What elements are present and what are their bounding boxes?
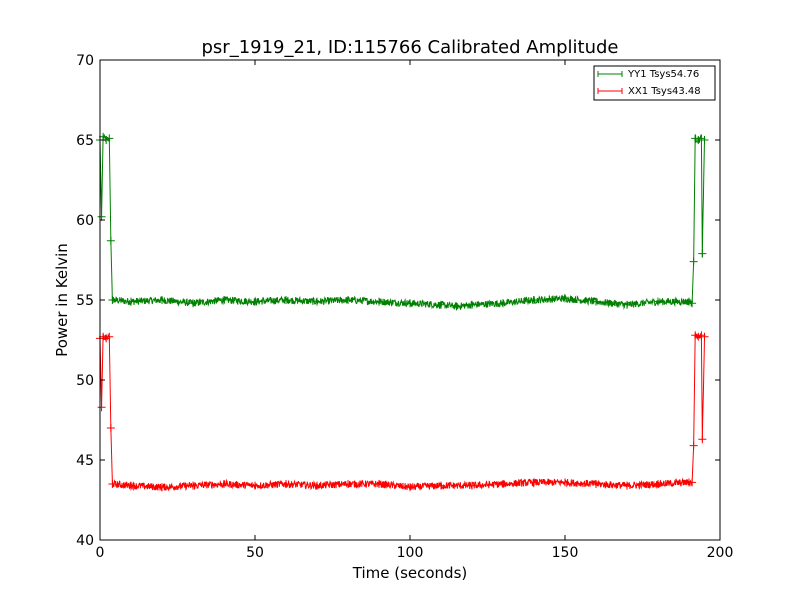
data-point-xx1-32 (700, 332, 709, 341)
data-point-yy1-21 (530, 296, 538, 304)
chart-title: psr_1919_21, ID:115766 Calibrated Amplit… (201, 37, 618, 58)
data-point-xx1-9 (189, 481, 197, 490)
data-point-yy1-1 (97, 212, 106, 221)
series-layer (96, 132, 709, 492)
data-point-xx1-18 (468, 481, 476, 490)
data-point-yy1-28 (689, 257, 698, 266)
data-point-xx1-19 (499, 480, 507, 488)
data-point-xx1-12 (282, 480, 290, 488)
data-point-yy1-17 (437, 300, 445, 309)
y-tick-label-60: 60 (76, 213, 94, 229)
data-point-xx1-5 (106, 424, 115, 432)
x-tick-label-100: 100 (397, 545, 424, 561)
data-point-xx1-27 (689, 441, 698, 450)
data-point-xx1-7 (127, 481, 135, 490)
data-point-yy1-12 (282, 296, 290, 304)
data-point-yy1-27 (688, 299, 697, 308)
data-point-yy1-14 (344, 296, 352, 304)
data-point-xx1-1 (97, 403, 106, 412)
data-point-yy1-5 (106, 236, 115, 245)
legend-box (593, 65, 716, 101)
legend-marker-xx1 (597, 88, 623, 94)
data-point-yy1-8 (158, 296, 166, 304)
y-tick-label-45: 45 (76, 453, 94, 469)
data-point-yy1-16 (406, 299, 414, 308)
data-point-yy1-11 (251, 297, 259, 306)
series-line-yy1 (99, 134, 705, 311)
data-point-yy1-15 (375, 297, 383, 306)
data-point-yy1-22 (561, 294, 569, 303)
data-point-xx1-17 (437, 481, 445, 490)
data-point-yy1-6 (108, 296, 117, 304)
data-point-xx1-21 (561, 478, 569, 487)
data-point-xx1-8 (158, 483, 166, 492)
data-point-yy1-18 (452, 302, 461, 311)
data-point-xx1-20 (530, 478, 538, 487)
data-point-xx1-22 (592, 480, 600, 488)
data-point-xx1-11 (251, 481, 259, 490)
data-point-xx1-6 (108, 480, 117, 488)
x-tick-label-0: 0 (96, 545, 105, 561)
x-tick-label-50: 50 (246, 545, 264, 561)
data-point-xx1-4 (105, 332, 114, 341)
data-point-xx1-15 (375, 480, 383, 488)
y-tick-label-55: 55 (76, 293, 94, 309)
y-tick-label-50: 50 (76, 373, 94, 389)
data-point-yy1-19 (468, 300, 476, 309)
data-point-xx1-31 (698, 435, 707, 444)
ticks-layer: 0 50 100 150 200 40 45 50 55 60 65 70 (76, 53, 733, 561)
data-point-yy1-4 (105, 134, 114, 143)
data-point-yy1-23 (592, 297, 600, 306)
x-tick-label-150: 150 (552, 545, 579, 561)
data-point-xx1-13 (313, 481, 321, 490)
data-point-xx1-24 (654, 480, 662, 488)
data-point-yy1-7 (127, 297, 135, 306)
data-point-xx1-14 (344, 480, 352, 488)
data-point-xx1-26 (688, 478, 697, 487)
data-point-yy1-33 (700, 136, 709, 144)
y-tick-label-40: 40 (76, 533, 94, 549)
x-axis-label: Time (seconds) (352, 564, 468, 582)
data-point-yy1-24 (623, 300, 631, 309)
y-tick-label-70: 70 (76, 53, 94, 69)
y-tick-label-65: 65 (76, 133, 94, 149)
series-line-xx1 (99, 332, 705, 492)
data-point-yy1-25 (654, 297, 662, 306)
data-point-yy1-13 (313, 297, 321, 306)
y-axis-label: Power in Kelvin (53, 243, 71, 357)
data-point-xx1-23 (623, 481, 631, 490)
legend-label-yy1: YY1 Tsys54.76 (627, 69, 699, 80)
data-point-xx1-10 (220, 480, 228, 488)
data-point-yy1-10 (220, 296, 228, 304)
x-tick-label-200: 200 (707, 545, 734, 561)
legend-marker-yy1 (597, 71, 623, 77)
legend: YY1 Tsys54.76 XX1 Tsys43.48 (593, 65, 716, 101)
data-point-xx1-16 (406, 483, 414, 492)
legend-label-xx1: XX1 Tsys43.48 (628, 86, 701, 97)
data-point-yy1-9 (189, 299, 197, 308)
data-point-yy1-32 (698, 249, 707, 258)
data-point-yy1-20 (499, 299, 507, 308)
